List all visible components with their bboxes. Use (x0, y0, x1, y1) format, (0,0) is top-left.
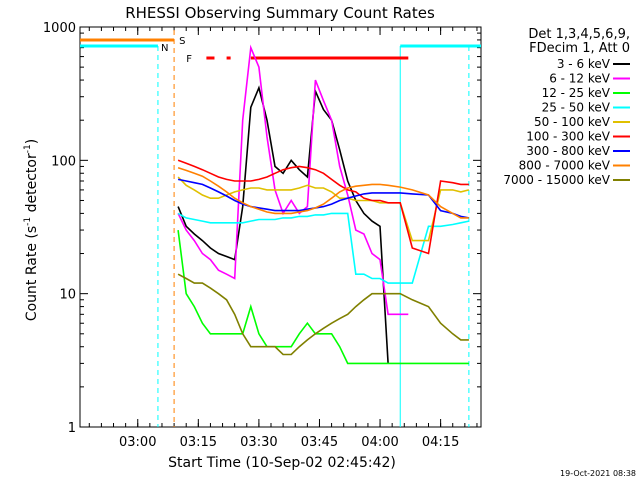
y-tick-label: 1000 (43, 21, 76, 36)
legend-label-8: 800 - 7000 keV (519, 159, 611, 173)
timestamp: 19-Oct-2021 08:38 (560, 469, 636, 478)
legend-label-7: 300 - 800 keV (526, 144, 610, 158)
plot-frame (79, 26, 482, 428)
y-axis-label-mid: detector (24, 153, 40, 217)
series-line-2 (177, 44, 409, 316)
legend-label-4: 25 - 50 keV (542, 101, 611, 115)
x-tick-label: 03:00 (119, 435, 156, 450)
x-tick-label: 03:30 (240, 435, 277, 450)
x-tick-label: 04:00 (361, 435, 398, 450)
flare-label: F (186, 54, 192, 65)
y-tick-label: 10 (59, 288, 76, 303)
series-line-5 (177, 176, 470, 242)
plot-area: 1 10 100 1000 03:00 03:15 03:30 03:45 04:00 04:15… (43, 21, 482, 450)
series-line-6 (177, 159, 469, 255)
legend-label-2: 6 - 12 keV (549, 72, 611, 86)
y-axis-label-sup2: -1 (23, 144, 33, 153)
y-axis-label-end: ) (24, 139, 40, 144)
night-label: N (161, 43, 168, 54)
y-tick-label: 100 (51, 154, 76, 169)
y-tick-label: 1 (68, 421, 76, 436)
legend-label-3: 12 - 25 keV (542, 86, 611, 100)
series-line-1 (177, 85, 389, 364)
legend-label-6: 100 - 300 keV (526, 130, 610, 144)
series-line-4 (177, 212, 470, 284)
y-axis-label: Count Rate (s-1 detector-1) (23, 139, 40, 321)
x-axis-label: Start Time (10-Sep-02 02:45:42) (168, 455, 396, 471)
legend-label-5: 50 - 100 keV (534, 115, 611, 129)
y-axis-label-sup1: -1 (23, 217, 33, 226)
legend-header-2: FDecim 1, Att 0 (529, 41, 630, 56)
legend-label-1: 3 - 6 keV (557, 57, 611, 71)
legend-label-9: 7000 - 15000 keV (503, 173, 610, 187)
legend-header-1: Det 1,3,4,5,6,9, (528, 27, 630, 42)
series-line-3 (177, 229, 469, 365)
series-line-8 (177, 166, 469, 219)
saa-label: S (179, 36, 185, 47)
series-line-7 (177, 178, 470, 219)
x-tick-label: 03:45 (301, 435, 338, 450)
x-tick-label: 04:15 (422, 435, 459, 450)
y-axis-label-main: Count Rate (s (24, 226, 40, 321)
chart-title: RHESSI Observing Summary Count Rates (125, 4, 435, 22)
series-line-9 (177, 273, 469, 356)
x-tick-label: 03:15 (180, 435, 217, 450)
